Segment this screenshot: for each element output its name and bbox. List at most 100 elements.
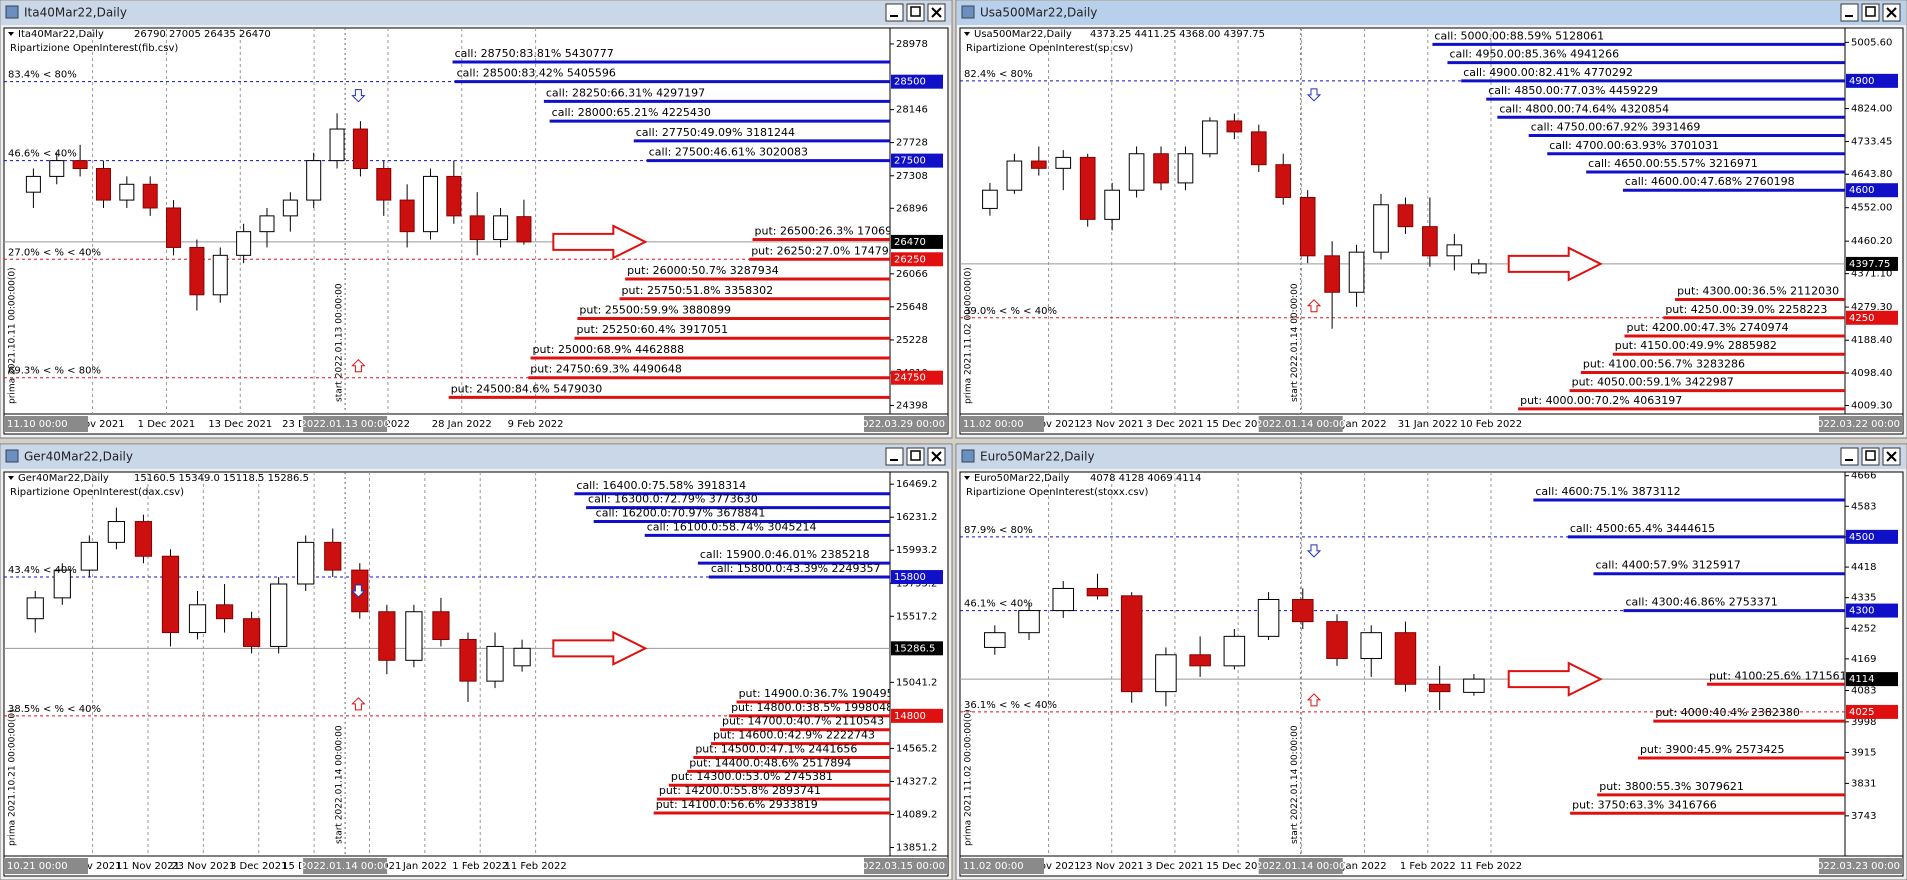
window-button[interactable] — [1861, 3, 1880, 22]
price-label: 4600 — [1849, 185, 1874, 196]
down-arrow — [351, 584, 366, 598]
candle-body — [215, 604, 234, 620]
y-tick-label: 4083 — [1851, 686, 1876, 697]
last-date: 2022.03.23 00:00 — [1811, 861, 1900, 872]
oi-label: put: 14600.0:42.9% 2222743 — [713, 729, 875, 742]
up-arrow — [1306, 693, 1322, 707]
date-label: 11 Feb 2022 — [504, 861, 566, 872]
window-button[interactable] — [1882, 3, 1901, 22]
y-tick-label: 14565.2 — [896, 743, 937, 754]
zone-label: 46.6% < 40% — [8, 149, 77, 160]
zone-label: 43.4% < 40% — [8, 565, 77, 576]
y-tick-label: 4335 — [1851, 593, 1876, 604]
up-arrow — [351, 358, 366, 373]
window-title: Euro50Mar22,Daily — [980, 450, 1095, 464]
window-button[interactable] — [927, 447, 946, 466]
y-tick-label: 26066 — [896, 269, 928, 280]
date-label: 1 Nov 2021 — [64, 861, 122, 872]
candle-body — [236, 231, 252, 256]
oi-label: call: 4750.00:67.92% 3931469 — [1531, 121, 1701, 134]
first-date: 10.21 00:00 — [7, 861, 68, 872]
oi-label: call: 4600:75.1% 3873112 — [1535, 485, 1680, 498]
button-icon — [1865, 450, 1876, 461]
session-date-box — [303, 416, 388, 432]
last-date: 2022.03.22 00:00 — [1811, 419, 1900, 430]
oi-label: put: 4300.00:36.5% 2112030 — [1677, 285, 1839, 298]
window-button[interactable] — [885, 3, 904, 22]
window-button[interactable] — [1861, 447, 1880, 466]
first-date: 11.02 00:00 — [963, 419, 1024, 430]
oi-label: call: 4300:46.86% 2753371 — [1625, 596, 1777, 609]
y-tick-label: 27728 — [896, 138, 928, 149]
oi-label: call: 4600.00:47.68% 2760198 — [1625, 175, 1795, 188]
window-title: Ger40Mar22,Daily — [24, 450, 133, 464]
candle-body — [376, 168, 392, 201]
button-icon — [1886, 451, 1897, 462]
y-tick-label: 15993.2 — [896, 545, 937, 556]
date-label: 3 Dec 2021 — [1146, 419, 1204, 430]
date-label: 23 Nov 2021 — [1080, 861, 1144, 872]
title-bar — [1, 1, 951, 25]
window-button[interactable] — [906, 447, 925, 466]
candle-body — [72, 160, 88, 170]
session-date: 2022.01.14 00:00 — [1256, 861, 1345, 872]
date-label: Jan 2022 — [1342, 419, 1387, 430]
oi-label: put: 14700.0:40.7% 2110543 — [722, 715, 884, 728]
candle-body — [1397, 204, 1414, 228]
oi-label: put: 25000:68.9% 4462888 — [533, 343, 685, 356]
oi-label: call: 28250:66.31% 4297197 — [546, 86, 705, 99]
oi-label: call: 16100.0:58.74% 3045214 — [647, 520, 817, 533]
oi-label: call: 4800.00:74.64% 4320854 — [1499, 102, 1669, 115]
candle-body — [161, 555, 180, 634]
window-button[interactable] — [927, 3, 946, 22]
date-label: Jan 2022 — [1342, 861, 1387, 872]
oi-label: call: 28000:65.21% 4225430 — [552, 106, 711, 119]
candle-body — [1052, 587, 1075, 612]
y-tick-label: 3743 — [1851, 811, 1876, 822]
price-label: 4114 — [1849, 674, 1874, 685]
candle-body — [1104, 189, 1120, 220]
price-label-box — [891, 570, 943, 585]
symbol-label: Ger40Mar22,Daily — [18, 473, 109, 484]
window-button[interactable] — [1840, 447, 1859, 466]
window-icon — [961, 449, 975, 463]
oi-label: call: 28500:83.42% 5405596 — [457, 67, 616, 80]
candle-body — [422, 175, 438, 233]
window-button[interactable] — [906, 3, 925, 22]
big-arrow — [552, 224, 648, 260]
plot: call: 28750:83.81% 5430777 call: 28500:83… — [4, 28, 890, 414]
oi-label: call: 27500:46.61% 3020083 — [649, 146, 808, 159]
candle-body — [446, 175, 462, 217]
chart-area — [959, 471, 1904, 877]
window-button[interactable] — [1840, 3, 1859, 22]
price-label-box — [1846, 672, 1898, 687]
zone-label: 83.4% < 80% — [8, 70, 77, 81]
candle-body — [486, 645, 504, 682]
candle-body — [1055, 156, 1072, 169]
date-label: 11 Nov 2021 — [1016, 419, 1080, 430]
date-label: 1 Dec 2021 — [138, 419, 196, 430]
price-label-box — [1846, 603, 1898, 618]
title-bar — [1, 445, 951, 469]
window-button[interactable] — [1882, 447, 1901, 466]
oi-label: put: 26000:50.7% 3287934 — [627, 264, 779, 277]
candle-body — [399, 199, 415, 233]
oi-label: put: 4000:40.4% 2382380 — [1655, 706, 1800, 719]
last-date: 2022.03.15 00:00 — [856, 861, 945, 872]
oi-label: put: 25500:59.9% 3880899 — [579, 303, 731, 316]
window-button[interactable] — [885, 447, 904, 466]
candle-body — [469, 215, 485, 241]
price-label: 26250 — [894, 254, 926, 265]
price-label: 26470 — [894, 237, 926, 248]
y-tick-label: 28978 — [896, 39, 928, 50]
button-icon — [910, 450, 921, 461]
zone-label: 36.1% < % < 40% — [964, 700, 1057, 711]
y-tick-label: 13851.2 — [896, 843, 937, 854]
down-arrow — [351, 89, 366, 103]
source-label: Ripartizione OpenInterest(fib.csv) — [10, 43, 178, 54]
plot: call: 4600:75.1% 3873112 call: 4500:65.4%… — [960, 472, 1845, 856]
zone-label: 46.1% < 40% — [964, 599, 1033, 610]
date-label: 11 Nov 2021 — [116, 861, 180, 872]
button-face — [1840, 447, 1859, 466]
